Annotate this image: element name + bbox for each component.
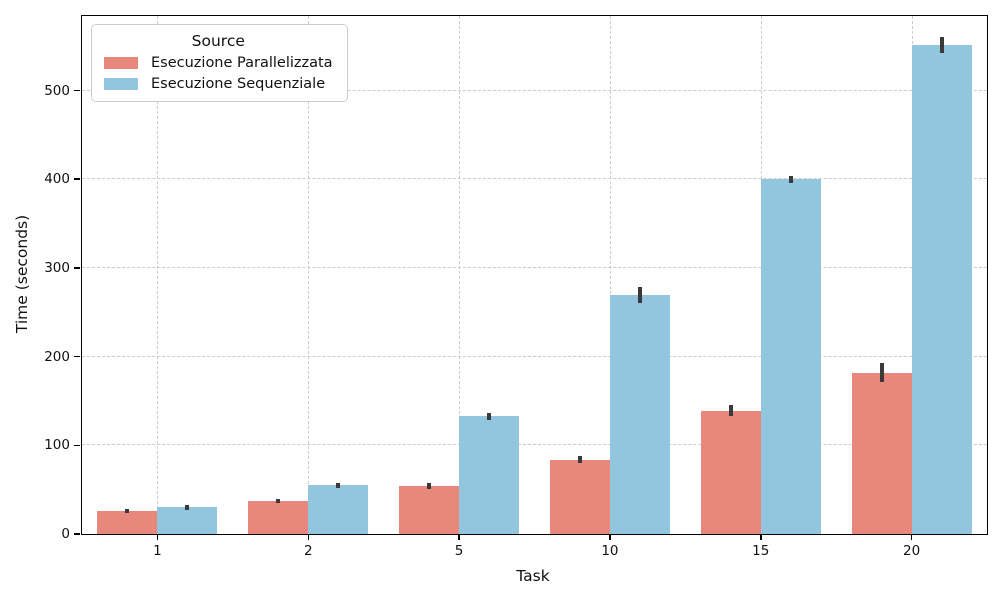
plot-area: Source Esecuzione Parallelizzata Esecuzi… [44, 15, 988, 559]
error-bar [276, 499, 281, 503]
legend-swatch-parallelizzata-icon [104, 57, 138, 69]
x-tick-label: 10 [601, 543, 619, 559]
bar [549, 459, 610, 534]
y-tick-label: 0 [61, 526, 70, 542]
error-bar [939, 37, 944, 54]
x-tick-mark [910, 534, 913, 540]
x-gridline [157, 16, 159, 534]
bar [308, 485, 369, 534]
error-bar [577, 455, 582, 464]
x-axis-label: Task [516, 567, 550, 585]
error-bar [487, 412, 492, 420]
x-gridline [459, 16, 461, 534]
y-tick-mark [74, 178, 80, 180]
bar [760, 179, 821, 534]
bar [911, 45, 972, 534]
error-bar [728, 405, 733, 417]
y-gridline [82, 355, 987, 357]
x-tick-mark [458, 534, 460, 540]
y-tick-mark [74, 267, 80, 269]
x-tick-mark [760, 534, 762, 540]
y-tick-label: 400 [44, 171, 70, 188]
error-bar [637, 286, 642, 303]
y-gridline [82, 178, 987, 180]
x-tick-mark [156, 534, 159, 540]
y-gridline [82, 266, 987, 268]
y-tick-mark [74, 444, 80, 447]
legend: Source Esecuzione Parallelizzata Esecuzi… [91, 24, 348, 102]
x-tick-label: 2 [303, 543, 313, 559]
error-bar [125, 509, 130, 513]
bar [399, 486, 460, 534]
error-bar [185, 504, 190, 511]
y-tick-label: 200 [44, 348, 70, 365]
y-tick-mark [74, 355, 80, 358]
y-gridline [82, 444, 987, 446]
y-tick-mark [74, 533, 80, 535]
x-tick-label: 15 [752, 543, 770, 559]
bar [97, 510, 158, 534]
y-gridline [82, 89, 987, 91]
error-bar [427, 483, 432, 489]
x-tick-mark [307, 534, 309, 540]
error-bar [788, 175, 793, 183]
legend-swatch-sequenziale-icon [104, 78, 138, 90]
error-bar [336, 482, 341, 488]
y-tick-label: 300 [44, 259, 70, 276]
bar [157, 507, 218, 534]
legend-label-parallelizzata: Esecuzione Parallelizzata [151, 55, 333, 71]
bar [851, 372, 912, 534]
x-tick-mark [609, 534, 611, 540]
bar [609, 294, 670, 534]
bar [459, 416, 520, 534]
legend-entry-parallelizzata: Esecuzione Parallelizzata [104, 55, 333, 71]
y-tick-mark [74, 89, 80, 92]
x-gridline [308, 16, 310, 534]
x-gridline [609, 16, 611, 534]
error-bar [879, 362, 884, 383]
x-tick-label: 5 [454, 543, 464, 559]
y-tick-label: 500 [44, 82, 70, 99]
bar [700, 410, 761, 534]
x-tick-label: 1 [153, 543, 162, 559]
legend-entry-sequenziale: Esecuzione Sequenziale [104, 76, 333, 92]
legend-label-sequenziale: Esecuzione Sequenziale [151, 76, 326, 92]
x-tick-label: 20 [902, 543, 921, 559]
y-tick-label: 100 [44, 437, 70, 454]
y-axis-label: Time (seconds) [13, 214, 31, 334]
bar [248, 501, 309, 534]
legend-title: Source [191, 32, 245, 50]
